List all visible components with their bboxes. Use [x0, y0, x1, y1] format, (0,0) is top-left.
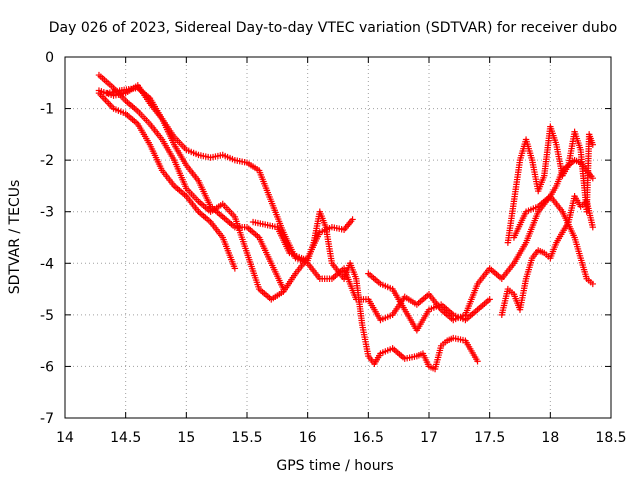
x-tick-label: 17 [420, 430, 438, 446]
series-track-d [104, 84, 287, 293]
x-tick-label: 18.5 [595, 430, 626, 446]
y-tick-label: 0 [45, 50, 54, 66]
data-point-marker [589, 174, 596, 182]
y-tick-label: -6 [40, 359, 54, 375]
data-layer [95, 71, 596, 373]
x-tick-label: 18 [541, 430, 559, 446]
series-track-e [249, 208, 481, 373]
y-tick-label: -2 [40, 153, 54, 169]
series-track-b [95, 82, 596, 324]
data-point-marker [486, 296, 493, 303]
y-tick-label: -4 [40, 256, 54, 272]
x-tick-label: 16.5 [353, 430, 384, 446]
x-tick-label: 15 [177, 430, 195, 446]
series-track-a [95, 71, 356, 303]
data-point-marker [589, 280, 596, 288]
y-tick-label: -3 [40, 205, 54, 221]
chart-title: Day 026 of 2023, Sidereal Day-to-day VTE… [49, 20, 617, 36]
data-point-marker [231, 265, 239, 272]
series-track-i [510, 156, 596, 241]
grid-layer [65, 57, 611, 418]
series-track-h [498, 193, 596, 319]
x-tick-label: 17.5 [474, 430, 505, 446]
series-track-c [95, 89, 239, 272]
data-point-marker [589, 141, 596, 148]
tick-layer: 14 14.5 15 15.5 16 16.5 17 17.5 18 18.5 0 -1 -2 -3 -4 -… [40, 50, 627, 446]
data-point-marker [474, 358, 481, 365]
series-track-f [365, 270, 493, 334]
x-tick-label: 14 [56, 430, 74, 446]
x-axis-label: GPS time / hours [276, 458, 393, 474]
y-tick-label: -7 [40, 411, 54, 427]
data-point-marker [589, 223, 596, 231]
y-tick-label: -1 [40, 102, 54, 118]
y-tick-label: -5 [40, 308, 54, 324]
data-point-marker [349, 216, 356, 223]
data-point-marker [280, 285, 287, 293]
y-axis-label: SDTVAR / TECUs [7, 180, 23, 295]
plot-frame [64, 56, 612, 419]
x-tick-label: 14.5 [110, 430, 141, 446]
x-tick-label: 16 [299, 430, 317, 446]
x-tick-label: 15.5 [231, 430, 262, 446]
